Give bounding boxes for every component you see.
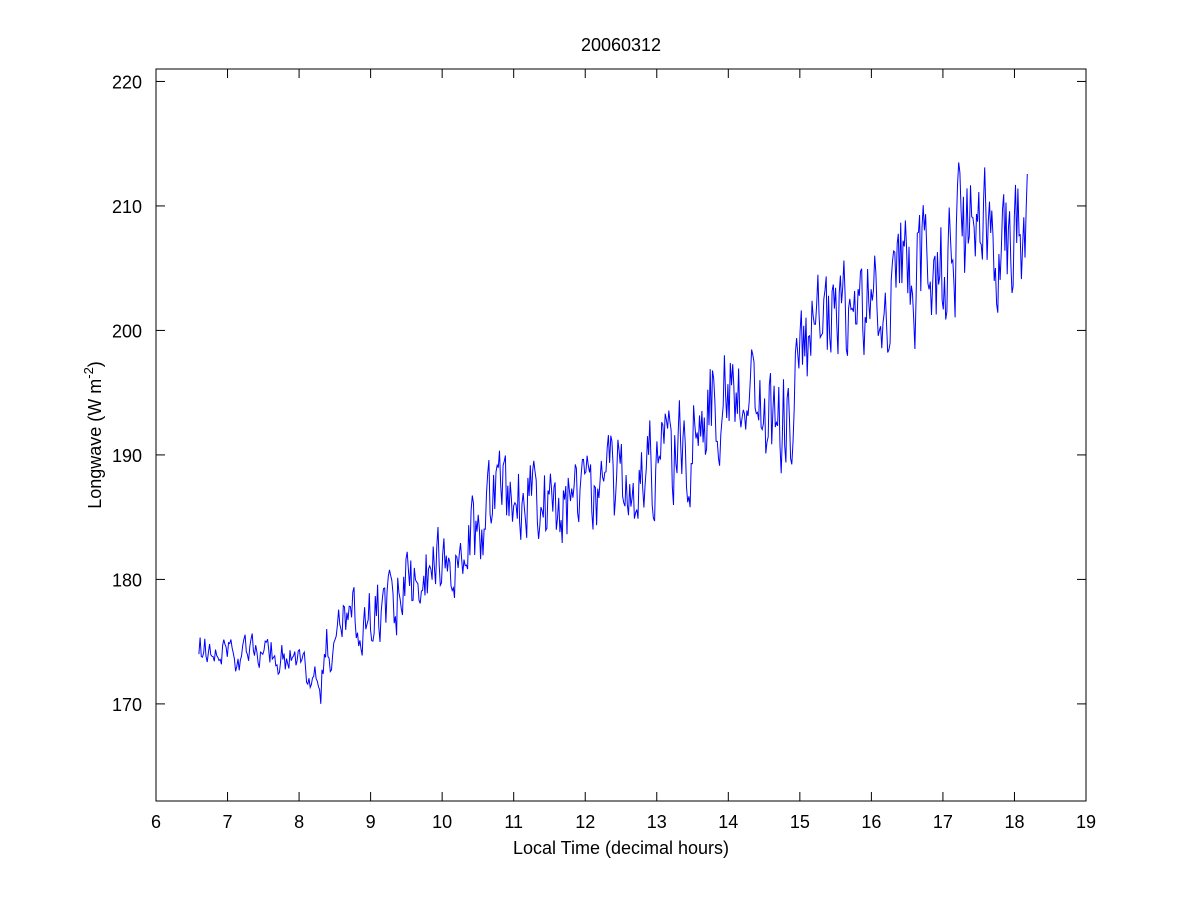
y-tick-label: 200 (112, 321, 142, 341)
x-axis-label: Local Time (decimal hours) (513, 838, 729, 858)
x-tick-label: 6 (151, 812, 161, 832)
x-tick-label: 11 (504, 812, 523, 832)
x-tick-label: 8 (294, 812, 304, 832)
plot-area (156, 69, 1086, 801)
plot-frame (155, 68, 1087, 802)
x-tick-label: 10 (432, 812, 452, 832)
x-tick-label: 15 (790, 812, 810, 832)
y-axis-label-text: Longwave (W m (85, 379, 105, 509)
x-tick-label: 17 (933, 812, 953, 832)
y-tick-label: 170 (112, 695, 142, 715)
x-tick-label: 19 (1076, 812, 1096, 832)
x-tick-label: 18 (1004, 812, 1024, 832)
x-tick-label: 14 (718, 812, 738, 832)
x-tick-label: 16 (861, 812, 881, 832)
x-tick-label: 9 (366, 812, 376, 832)
y-tick-label: 190 (112, 446, 142, 466)
chart-title: 20060312 (581, 35, 661, 55)
tick-labels: 6 7 8 9 10 11 12 13 14 15 16 17 18 19 170 180 190 200 210 2… (112, 72, 1096, 832)
y-tick-label: 180 (112, 570, 142, 590)
y-tick-label: 210 (112, 197, 142, 217)
series-line (198, 162, 1028, 704)
x-tick-label: 7 (223, 812, 233, 832)
y-axis-label-superscript: -2 (81, 367, 96, 379)
y-axis-label: Longwave (W m-2) (81, 361, 105, 509)
y-tick-label: 220 (112, 72, 142, 92)
tick-marks (155, 69, 1087, 801)
y-axis-label-suffix: ) (85, 361, 105, 367)
x-tick-label: 12 (575, 812, 595, 832)
x-tick-label: 13 (647, 812, 667, 832)
